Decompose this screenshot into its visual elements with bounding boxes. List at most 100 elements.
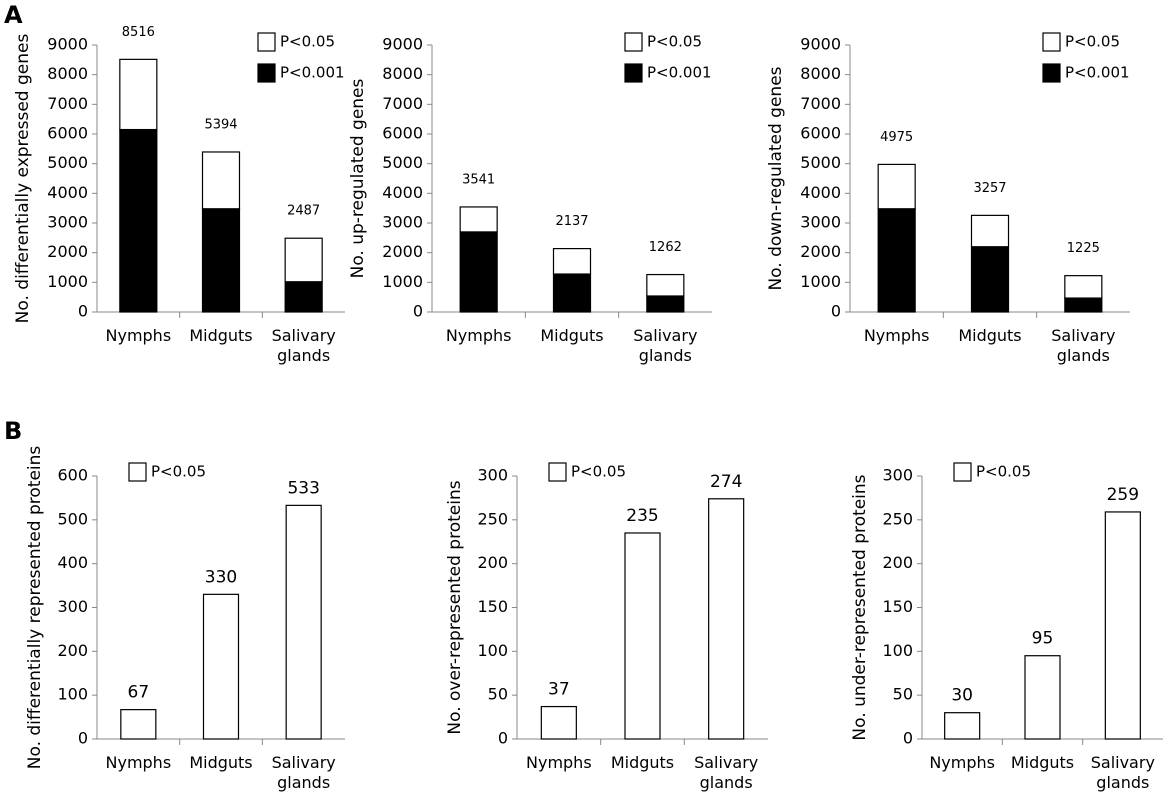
y-tick-label: 100 [882,641,913,660]
legend-swatch [624,32,643,52]
y-axis-title: No. differentially expressed genes [13,34,33,324]
x-tick-label: Salivary glands [1051,326,1116,365]
x-tick-label: Midguts [1010,753,1075,772]
bar [1064,275,1103,299]
y-tick-label: 7000 [800,94,841,113]
value-label: 330 [205,567,237,587]
y-tick-label: 3000 [47,213,88,232]
y-tick-label: 100 [57,685,88,704]
y-axis-title: No. differentially represented proteins [25,446,45,770]
x-tick-label: Salivary glands [271,753,336,792]
x-tick-label: Salivary glands [1090,753,1155,792]
value-label: 235 [626,506,658,526]
y-tick-label: 9000 [47,35,88,54]
legend-label: P<0.05 [976,463,1031,481]
bar [459,206,498,233]
legend-label: P<0.05 [151,463,206,481]
panel-label: B [4,417,22,445]
value-label: 95 [1032,629,1054,649]
y-tick-label: 50 [893,685,913,704]
y-tick-label: 8000 [47,64,88,83]
y-axis-title: No. over-represented proteins [445,480,465,734]
bar [877,163,916,210]
x-tick-label: Midguts [610,753,675,772]
y-tick-label: 250 [882,509,913,528]
bar [944,712,981,740]
value-label: 259 [1107,485,1139,505]
total-label: 3257 [973,181,1006,196]
y-tick-label: 300 [57,597,88,616]
total-label: 8516 [122,25,155,40]
legend-label: P<0.001 [647,64,712,82]
panel-label: A [4,1,23,29]
bar [119,128,158,313]
y-tick-label: 6000 [800,124,841,143]
y-tick-label: 0 [78,729,88,748]
y-tick-label: 400 [57,553,88,572]
x-tick-label: Nymphs [445,326,512,345]
y-tick-label: 5000 [800,153,841,172]
legend-label: P<0.05 [280,33,335,51]
y-tick-label: 8000 [800,64,841,83]
y-tick-label: 1000 [382,272,423,291]
legend-label: P<0.001 [1065,64,1130,82]
bar [877,208,916,313]
bar [552,248,592,275]
x-tick-label: Salivary glands [694,753,759,792]
y-tick-label: 150 [882,597,913,616]
y-tick-label: 100 [477,641,508,660]
y-axis-title: No. under-represented proteins [850,474,870,740]
value-label: 274 [710,472,742,492]
y-tick-label: 4000 [382,183,423,202]
x-tick-label: Nymphs [929,753,995,772]
y-tick-label: 5000 [47,153,88,172]
x-tick-label: Nymphs [526,753,592,772]
bar [1104,511,1141,740]
legend-swatch [257,63,276,83]
y-tick-label: 1000 [47,272,88,291]
bar [120,709,157,740]
x-tick-label: Midguts [958,326,1022,345]
y-tick-label: 7000 [382,94,423,113]
total-label: 3541 [462,172,495,187]
y-tick-label: 4000 [800,183,841,202]
value-label: 37 [548,680,570,700]
x-tick-label: Salivary glands [271,326,336,365]
y-tick-label: 500 [57,509,88,528]
y-tick-label: 5000 [382,153,423,172]
bar [1024,655,1061,740]
bar [624,532,661,740]
y-tick-label: 6000 [382,124,423,143]
y-tick-label: 2000 [800,242,841,261]
legend-label: P<0.05 [1065,33,1120,51]
total-label: 1225 [1067,241,1100,256]
bar [459,231,498,313]
bar [708,498,745,740]
legend-swatch [624,63,643,83]
legend-label: P<0.05 [571,463,626,481]
y-tick-label: 0 [413,302,423,321]
x-tick-label: Salivary glands [633,326,698,365]
legend-swatch [548,462,567,482]
y-tick-label: 200 [57,641,88,660]
y-tick-label: 1000 [800,272,841,291]
x-tick-label: Midguts [540,326,604,345]
bar [119,58,158,131]
bar [540,705,577,740]
legend-swatch [953,462,972,482]
bar [202,593,240,740]
y-tick-label: 2000 [47,242,88,261]
bar [284,281,323,313]
y-tick-label: 2000 [382,242,423,261]
value-label: 533 [287,478,319,498]
y-tick-label: 6000 [47,124,88,143]
y-tick-label: 0 [498,729,508,748]
y-tick-label: 3000 [800,213,841,232]
y-tick-label: 7000 [47,94,88,113]
y-axis-title: No. up-regulated genes [348,78,368,278]
total-label: 1262 [649,240,682,255]
value-label: 67 [128,683,150,703]
y-tick-label: 9000 [800,35,841,54]
